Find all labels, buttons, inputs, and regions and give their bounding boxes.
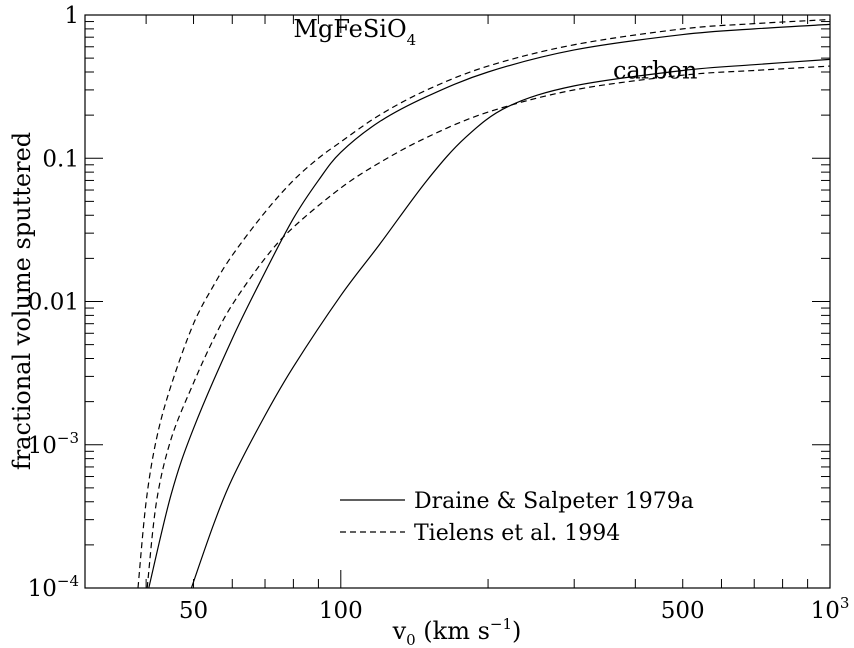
legend: Draine & Salpeter 1979a Tielens et al. 19…	[340, 489, 694, 546]
annotations: MgFeSiO4 carbon	[293, 15, 697, 84]
curve-label: MgFeSiO4	[293, 15, 416, 49]
series-mgfesio4-dashed	[137, 18, 831, 589]
y-tick-label: 0.1	[42, 146, 79, 172]
y-axis-title: fractional volume sputtered	[8, 132, 36, 470]
y-tick-label: 10−3	[28, 429, 79, 459]
axis-ticks	[84, 14, 831, 589]
x-tick-label: 103	[811, 594, 850, 624]
series-mgfesio4-solid	[148, 23, 831, 589]
legend-label: Tielens et al. 1994	[414, 521, 620, 546]
curve-label: carbon	[613, 57, 698, 85]
series-carbon-solid	[190, 58, 831, 589]
y-tick-label: 1	[64, 3, 79, 29]
tick-labels: 50 100 500 103 1 0.1 0.01 10−3 10−4	[28, 3, 850, 624]
series-carbon-dashed	[146, 65, 831, 589]
plot-frame	[84, 14, 831, 589]
x-axis-title: v0 (km s−1)	[392, 615, 522, 648]
axis-titles: v0 (km s−1) fractional volume sputtered	[8, 132, 521, 648]
legend-label: Draine & Salpeter 1979a	[414, 489, 694, 514]
data-curves	[137, 18, 831, 589]
x-tick-label: 100	[319, 598, 363, 624]
x-tick-label: 50	[179, 598, 208, 624]
y-tick-label: 0.01	[28, 290, 79, 316]
y-tick-label: 10−4	[28, 572, 79, 602]
x-tick-label: 500	[661, 598, 705, 624]
